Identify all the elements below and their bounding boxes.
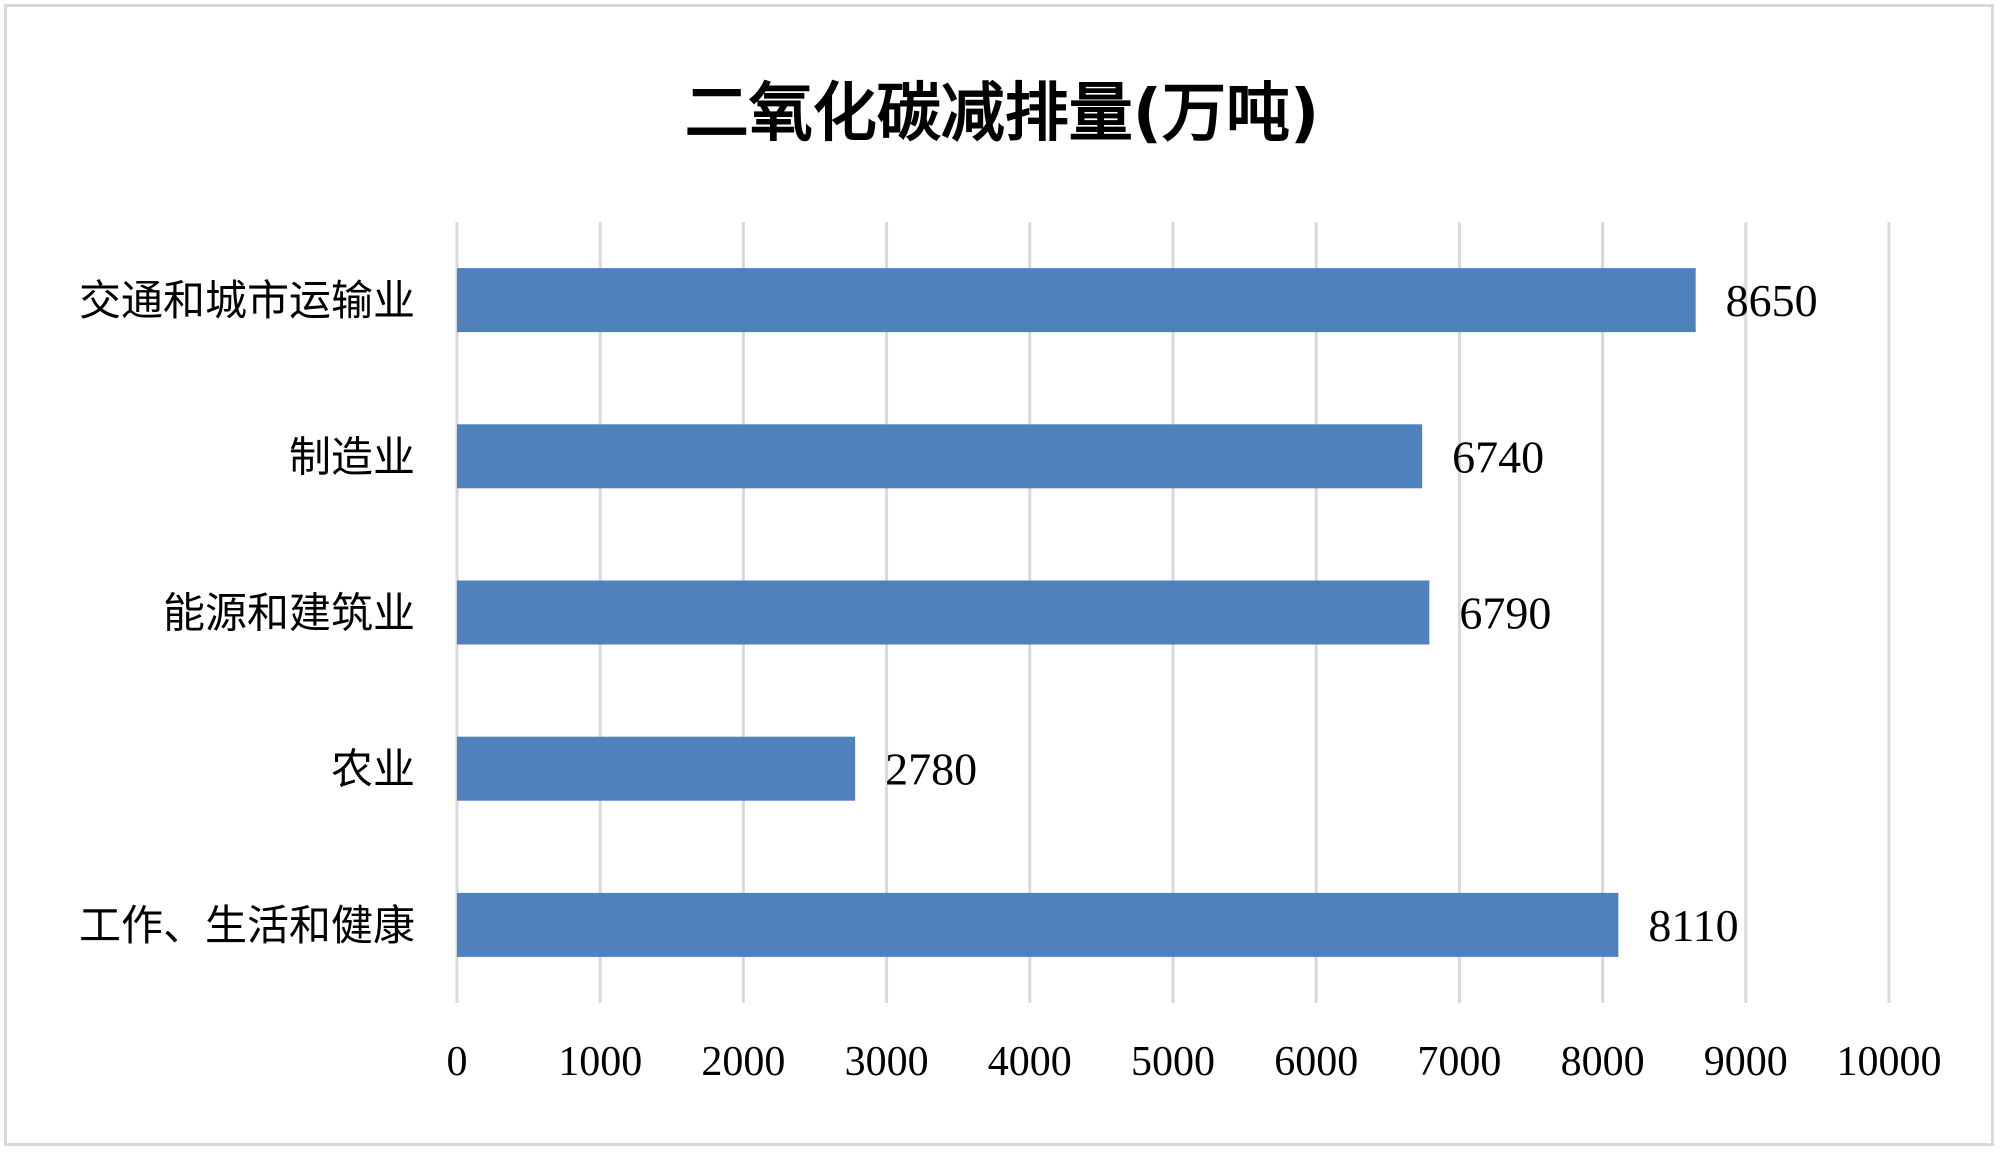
x-tick-label: 4000 <box>988 1039 1072 1085</box>
data-label: 6740 <box>1452 431 1544 482</box>
data-label: 6790 <box>1459 588 1551 639</box>
data-label: 8110 <box>1648 900 1738 951</box>
category-label: 交通和城市运输业 <box>79 276 415 325</box>
category-label: 能源和建筑业 <box>163 589 415 638</box>
x-axis-tick-labels: 0 1000 2000 3000 4000 5000 6000 7000 8000 9000 100… <box>447 1039 1942 1085</box>
x-tick-label: 8000 <box>1561 1039 1645 1085</box>
category-label: 农业 <box>331 745 415 794</box>
bar <box>457 580 1430 645</box>
chart-frame: 二氧化碳减排量(万吨) 交通和城市运输业 制造业 能源和建筑业 农业 工作、生活和健康 … <box>4 4 1994 1146</box>
data-label: 8650 <box>1726 275 1818 326</box>
x-tick-label: 6000 <box>1274 1039 1358 1085</box>
x-tick-label: 3000 <box>845 1039 929 1085</box>
data-labels: 8650 6740 6790 2780 8110 <box>885 275 1818 951</box>
bar-chart: 二氧化碳减排量(万吨) 交通和城市运输业制造业能源和建筑业农业工作、生活和健康 … <box>79 77 1942 1085</box>
x-tick-label: 7000 <box>1417 1039 1501 1085</box>
data-label: 2780 <box>885 744 977 795</box>
x-tick-label: 5000 <box>1131 1039 1215 1085</box>
bar <box>457 268 1696 333</box>
bars <box>457 268 1696 957</box>
x-tick-label: 9000 <box>1704 1039 1788 1085</box>
bar <box>457 736 856 801</box>
category-label: 制造业 <box>289 432 415 481</box>
x-tick-label: 1000 <box>558 1039 642 1085</box>
x-tick-label: 0 <box>447 1039 468 1085</box>
bar <box>457 424 1423 489</box>
category-label: 工作、生活和健康 <box>79 901 415 950</box>
x-tick-label: 10000 <box>1837 1039 1942 1085</box>
x-tick-label: 2000 <box>701 1039 785 1085</box>
chart-title: 二氧化碳减排量(万吨) <box>685 77 1320 151</box>
bar <box>457 892 1619 957</box>
